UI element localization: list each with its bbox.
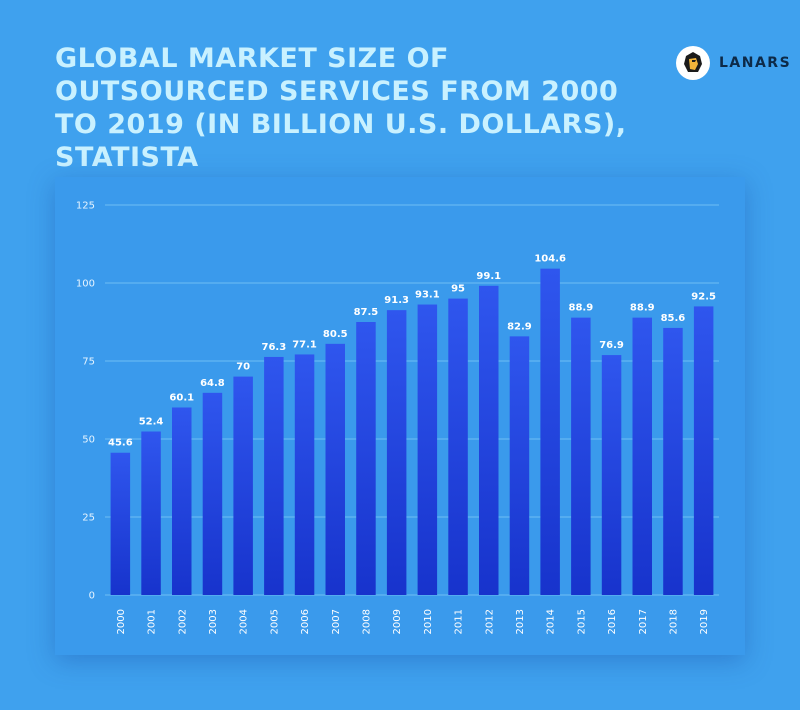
bar-2014	[540, 268, 560, 595]
data-label-2009: 91.3	[384, 295, 409, 306]
y-tick-label: 25	[82, 513, 95, 524]
data-label-2005: 76.3	[262, 342, 287, 353]
x-tick-label-2010: 2010	[423, 609, 434, 634]
data-label-2015: 88.9	[569, 303, 594, 314]
x-tick-label-2009: 2009	[392, 609, 403, 634]
bar-2000	[110, 452, 131, 595]
bar-2005	[264, 356, 284, 595]
x-tick-label-2017: 2017	[638, 609, 649, 634]
data-label-2002: 60.1	[169, 392, 194, 403]
bar-2011	[448, 298, 468, 595]
brand-name: LANARS	[719, 55, 792, 71]
bar-2015	[571, 317, 591, 595]
x-tick-label-2011: 2011	[454, 609, 465, 634]
data-label-2010: 93.1	[415, 290, 440, 301]
bar-2012	[479, 285, 499, 595]
y-tick-label: 75	[82, 357, 95, 368]
chart-panel: 0 25 50 75 100 125 45.6 52.4 60.1 64.8 70 76.3 77.1…	[55, 177, 745, 655]
x-tick-label-2018: 2018	[668, 609, 679, 634]
x-tick-label-2014: 2014	[546, 609, 557, 634]
x-tick-label-2012: 2012	[484, 609, 495, 634]
lion-head-icon	[676, 46, 710, 80]
data-labels: 45.6 52.4 60.1 64.8 70 76.3 77.1 80.5 87.5 91.3 93…	[108, 254, 716, 449]
bars	[110, 268, 714, 595]
chart-title: GLOBAL MARKET SIZE OF OUTSOURCED SERVICE…	[55, 43, 627, 173]
x-tick-label-2008: 2008	[361, 609, 372, 634]
data-label-2016: 76.9	[599, 340, 624, 351]
x-tick-label-2019: 2019	[699, 609, 710, 634]
x-tick-label-2016: 2016	[607, 609, 618, 634]
data-label-2000: 45.6	[108, 438, 133, 449]
y-tick-label: 50	[82, 435, 95, 446]
bar-2017	[632, 317, 652, 595]
data-label-2011: 95	[451, 284, 465, 295]
x-tick-label-2006: 2006	[300, 609, 311, 634]
bar-2007	[325, 343, 345, 595]
bar-2006	[294, 354, 315, 595]
x-axis-ticks: 2000 2001 2002 2003 2004 2005 2006 2007 2008 2009…	[116, 609, 710, 634]
x-tick-label-2000: 2000	[116, 609, 127, 634]
data-label-2003: 64.8	[200, 378, 225, 389]
x-tick-label-2004: 2004	[239, 609, 250, 634]
y-axis-ticks: 0 25 50 75 100 125	[76, 201, 95, 602]
data-label-2012: 99.1	[476, 271, 501, 282]
data-label-2018: 85.6	[661, 313, 686, 324]
x-tick-label-2002: 2002	[177, 609, 188, 634]
data-label-2017: 88.9	[630, 303, 655, 314]
bar-2008	[356, 322, 376, 595]
bar-2016	[601, 355, 622, 595]
x-tick-label-2013: 2013	[515, 609, 526, 634]
x-tick-label-2005: 2005	[269, 609, 280, 634]
data-label-2019: 92.5	[691, 291, 716, 302]
data-label-2007: 80.5	[323, 329, 348, 340]
x-tick-label-2003: 2003	[208, 609, 219, 634]
x-tick-label-2007: 2007	[331, 609, 342, 634]
bar-2019	[693, 306, 714, 595]
data-label-2006: 77.1	[292, 339, 317, 350]
x-tick-label-2001: 2001	[147, 609, 158, 634]
bar-2009	[386, 310, 407, 595]
x-tick-label-2015: 2015	[576, 609, 587, 634]
y-tick-label: 100	[76, 279, 95, 290]
bar-2013	[509, 336, 530, 595]
data-label-2001: 52.4	[139, 417, 164, 428]
bar-2010	[417, 304, 438, 595]
bar-2018	[663, 327, 683, 595]
grid-lines	[105, 204, 719, 596]
bar-2004	[233, 376, 253, 595]
bar-chart: 0 25 50 75 100 125 45.6 52.4 60.1 64.8 70 76.3 77.1…	[76, 201, 719, 634]
data-label-2014: 104.6	[534, 254, 566, 265]
bar-2001	[141, 431, 161, 595]
brand-logo: LANARS	[676, 46, 791, 80]
data-label-2008: 87.5	[354, 307, 379, 318]
data-label-2004: 70	[236, 362, 250, 373]
bar-2002	[172, 407, 192, 595]
bar-2003	[202, 392, 223, 595]
y-tick-label: 0	[89, 591, 95, 602]
data-label-2013: 82.9	[507, 321, 532, 332]
y-tick-label: 125	[76, 201, 95, 212]
